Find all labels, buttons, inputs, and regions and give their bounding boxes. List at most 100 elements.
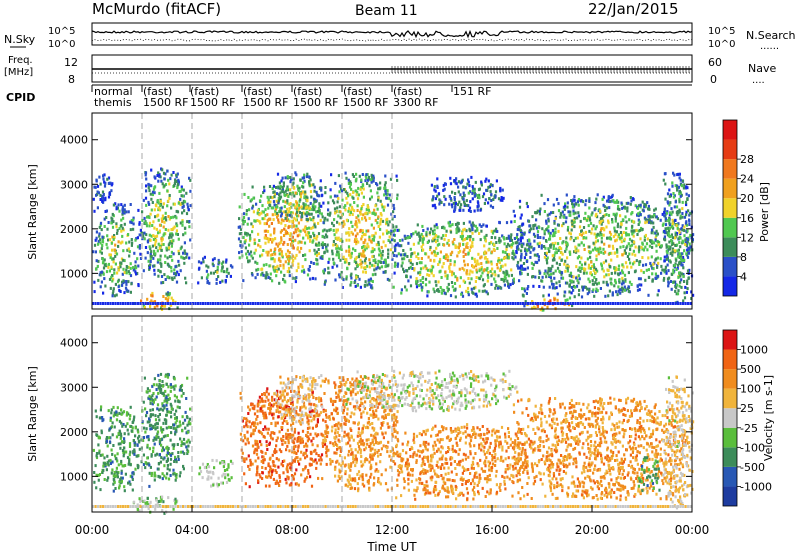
echo-pixel: [593, 266, 596, 270]
echo-pixel: [173, 276, 176, 280]
ground-scatter-pixel: [644, 302, 647, 305]
echo-pixel: [128, 250, 131, 254]
echo-pixel: [161, 495, 164, 499]
ground-scatter-pixel: [599, 302, 602, 305]
echo-pixel: [374, 204, 377, 208]
echo-pixel: [454, 206, 457, 210]
echo-pixel: [282, 181, 285, 185]
echo-pixel: [282, 210, 285, 214]
echo-pixel: [298, 199, 301, 203]
echo-pixel: [476, 228, 479, 232]
echo-pixel: [294, 280, 297, 284]
echo-pixel: [447, 243, 451, 247]
echo-pixel: [581, 288, 584, 292]
echo-pixel: [130, 243, 133, 247]
echo-pixel: [375, 267, 378, 271]
echo-pixel: [457, 180, 460, 184]
ground-scatter-pixel: [432, 302, 435, 305]
echo-pixel: [155, 388, 158, 391]
echo-pixel: [459, 206, 462, 210]
echo-pixel: [267, 250, 270, 254]
echo-pixel: [97, 478, 100, 482]
echo-pixel: [311, 276, 314, 280]
echo-pixel: [599, 217, 602, 221]
echo-pixel: [589, 255, 592, 259]
echo-pixel: [108, 192, 111, 196]
echo-pixel: [105, 270, 109, 274]
echo-pixel: [471, 241, 474, 245]
echo-pixel: [248, 233, 252, 237]
echo-pixel: [182, 204, 185, 208]
echo-pixel: [646, 248, 649, 252]
echo-pixel: [664, 219, 667, 223]
echo-pixel: [132, 418, 135, 422]
echo-pixel: [288, 210, 291, 214]
echo-pixel: [355, 239, 358, 243]
echo-pixel: [310, 226, 313, 230]
ground-scatter-pixel: [337, 302, 340, 305]
echo-pixel: [95, 486, 98, 490]
echo-pixel: [618, 236, 621, 240]
echo-pixel: [291, 191, 295, 195]
echo-pixel: [570, 279, 573, 283]
echo-pixel: [354, 220, 357, 224]
echo-pixel: [416, 223, 419, 227]
echo-pixel: [379, 222, 382, 226]
echo-pixel: [361, 217, 364, 221]
echo-pixel: [442, 262, 445, 265]
echo-pixel: [272, 190, 275, 194]
echo-pixel: [167, 496, 170, 500]
echo-pixel: [487, 275, 490, 279]
echo-pixel: [322, 269, 325, 273]
echo-pixel: [345, 249, 348, 253]
echo-pixel: [300, 205, 303, 209]
echo-pixel: [377, 187, 380, 191]
echo-pixel: [305, 210, 308, 214]
echo-pixel: [269, 233, 272, 237]
echo-pixel: [436, 251, 439, 255]
echo-pixel: [392, 210, 395, 214]
echo-pixel: [165, 218, 168, 222]
echo-pixel: [115, 293, 118, 297]
echo-pixel: [569, 279, 572, 283]
ground-scatter-pixel: [287, 302, 290, 305]
echo-pixel: [393, 245, 396, 249]
echo-pixel: [604, 209, 607, 212]
echo-pixel: [269, 204, 272, 208]
echo-pixel: [360, 205, 364, 208]
echo-pixel: [327, 208, 330, 212]
echo-pixel: [124, 424, 127, 428]
echo-pixel: [220, 269, 223, 273]
echo-pixel: [382, 208, 385, 212]
echo-pixel: [243, 219, 246, 223]
echo-pixel: [443, 203, 446, 207]
echo-pixel: [582, 231, 585, 235]
echo-pixel: [434, 197, 437, 201]
echo-pixel: [576, 200, 579, 204]
echo-pixel: [160, 217, 163, 221]
echo-pixel: [501, 234, 504, 238]
echo-pixel: [364, 233, 367, 237]
echo-pixel: [164, 297, 167, 301]
echo-pixel: [418, 261, 421, 265]
velocity-echo-pixels: [92, 369, 695, 515]
echo-pixel: [666, 263, 669, 267]
echo-pixel: [651, 215, 654, 219]
echo-pixel: [263, 222, 266, 226]
echo-pixel: [276, 211, 279, 215]
echo-pixel: [273, 227, 276, 231]
echo-pixel: [369, 285, 373, 289]
echo-pixel: [446, 289, 449, 293]
echo-pixel: [357, 255, 360, 259]
echo-pixel: [597, 250, 600, 254]
echo-pixel: [289, 242, 293, 246]
echo-pixel: [119, 241, 122, 245]
echo-pixel: [578, 233, 582, 236]
echo-pixel: [371, 246, 374, 250]
echo-pixel: [150, 454, 153, 458]
echo-pixel: [678, 208, 681, 212]
echo-pixel: [114, 487, 117, 490]
echo-pixel: [282, 199, 285, 203]
echo-pixel: [380, 213, 383, 217]
